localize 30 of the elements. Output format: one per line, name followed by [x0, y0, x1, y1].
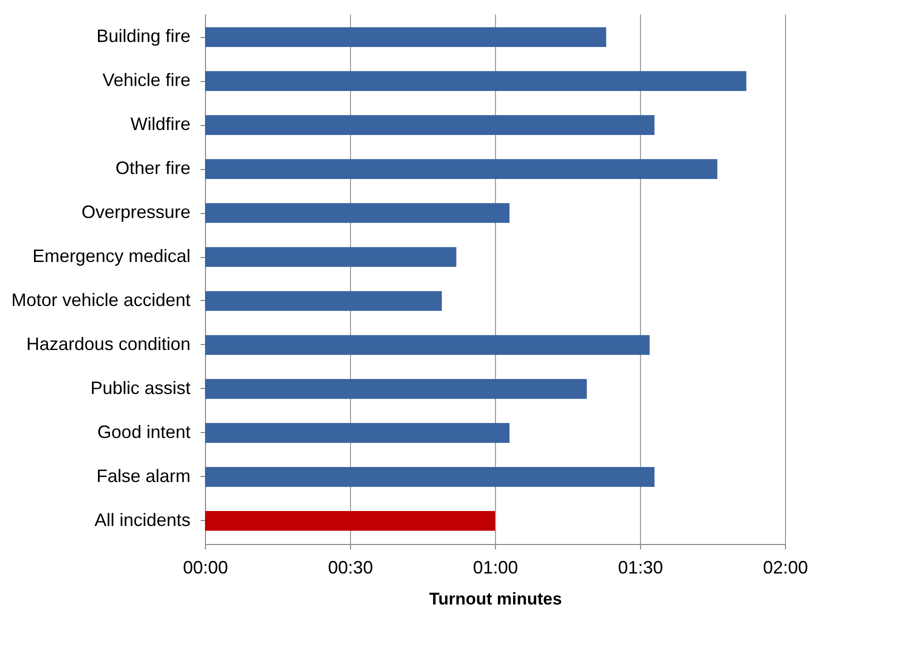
- bar: [205, 27, 606, 47]
- y-tick-label: False alarm: [96, 466, 190, 486]
- y-tick-label: Building fire: [96, 26, 190, 46]
- bar: [205, 203, 510, 223]
- y-tick-label: Vehicle fire: [102, 70, 190, 90]
- y-tick-label: Hazardous condition: [26, 334, 190, 354]
- bar: [205, 423, 510, 443]
- y-tick-label: Motor vehicle accident: [11, 290, 190, 310]
- bar: [205, 291, 442, 311]
- x-tick-label: 01:30: [618, 558, 664, 578]
- y-tick-label: Emergency medical: [32, 246, 190, 266]
- y-tick-label: Overpressure: [81, 202, 190, 222]
- y-tick-label: Good intent: [97, 422, 190, 442]
- x-tick-label: 02:00: [762, 558, 808, 578]
- bar: [205, 247, 456, 267]
- bar: [205, 159, 718, 179]
- y-tick-label: Public assist: [90, 378, 190, 398]
- y-tick-label: All incidents: [94, 510, 190, 530]
- bar: [205, 115, 654, 135]
- bar: [205, 467, 654, 487]
- x-axis-title: Turnout minutes: [429, 590, 562, 608]
- bar: [205, 379, 587, 399]
- y-tick-label: Other fire: [115, 158, 190, 178]
- x-tick-label: 00:00: [182, 558, 228, 578]
- x-tick-label: 00:30: [328, 558, 374, 578]
- bar: [205, 335, 650, 355]
- bar: [205, 71, 746, 91]
- y-tick-label: Wildfire: [130, 114, 190, 134]
- bar: [205, 511, 495, 531]
- x-tick-label: 01:00: [472, 558, 518, 578]
